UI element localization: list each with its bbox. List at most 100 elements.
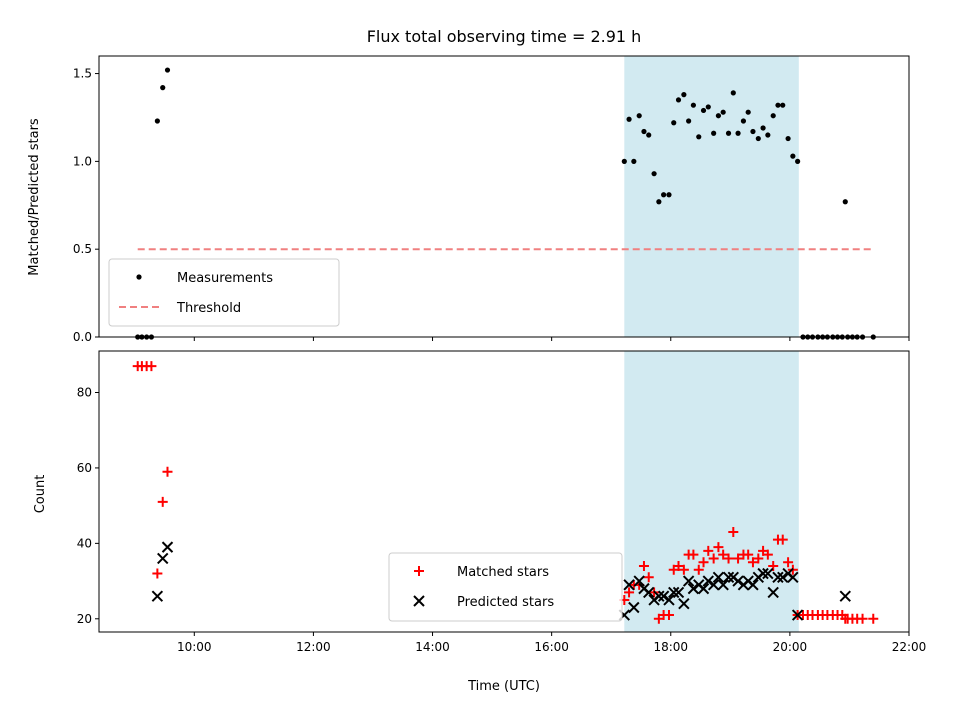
- x-tick-label: 18:00: [653, 640, 688, 654]
- legend-box: [388, 552, 623, 622]
- top-ylabel: Matched/Predicted stars: [27, 118, 42, 276]
- predicted-star-point: [787, 571, 799, 584]
- bottom-xlabel: Time (UTC): [467, 679, 540, 694]
- measurement-point: [651, 171, 657, 177]
- matched-star-point: [762, 549, 773, 560]
- y-tick-label: 0.0: [73, 330, 92, 344]
- measurement-point: [641, 128, 647, 135]
- top-panel-ratio: Matched/Predicted stars 0.0 0.5 1.0 1.5 Meas…: [27, 55, 910, 344]
- measurement-point: [661, 192, 667, 198]
- matched-star-point: [157, 496, 168, 507]
- measurement-point: [696, 134, 702, 140]
- y-tick-label: 40: [77, 536, 92, 550]
- matched-star-point: [703, 545, 714, 556]
- matched-star-point: [743, 549, 754, 560]
- x-tick-label: 10:00: [177, 640, 212, 654]
- predicted-star-point: [717, 579, 729, 591]
- legend-label: Threshold: [176, 301, 241, 316]
- measurement-point: [725, 130, 732, 136]
- measurement-point: [760, 125, 766, 131]
- measurement-point: [765, 132, 771, 138]
- matched-star-point: [152, 568, 163, 579]
- y-tick-label: 0.5: [73, 242, 92, 256]
- matched-star-point: [723, 553, 734, 564]
- measurement-point: [700, 107, 707, 114]
- observing-interval-shade: [624, 56, 799, 337]
- measurement-point: [715, 113, 722, 119]
- measurement-point: [656, 199, 662, 205]
- y-tick-label: 1.5: [73, 67, 92, 81]
- predicted-star-point: [777, 571, 789, 584]
- matched-star-point: [663, 610, 674, 621]
- predicted-star-point: [791, 609, 804, 621]
- matched-star-point: [698, 557, 709, 568]
- matched-star-point: [708, 553, 719, 564]
- measurement-point: [740, 118, 747, 124]
- measurement-point: [160, 85, 166, 91]
- y-tick-label: 60: [77, 461, 92, 475]
- measurement-point: [770, 113, 776, 119]
- measurement-point: [164, 67, 171, 73]
- measurement-point: [675, 97, 682, 103]
- predicted-star-point: [653, 590, 665, 602]
- measurement-point: [775, 102, 781, 108]
- measurement-point: [745, 109, 751, 115]
- matched-star-point: [678, 564, 689, 575]
- matched-star-point: [713, 542, 724, 553]
- measurement-point: [842, 199, 848, 205]
- matched-star-point: [733, 553, 744, 564]
- matched-star-point: [688, 549, 699, 560]
- matched-star-point: [857, 613, 868, 624]
- measurement-point: [785, 135, 791, 142]
- predicted-star-point: [767, 586, 779, 599]
- x-tick-label: 20:00: [773, 640, 808, 654]
- matched-star-point: [643, 572, 654, 583]
- measurement-point: [755, 135, 761, 142]
- measurement-point: [780, 102, 786, 108]
- x-tick-label: 16:00: [534, 640, 569, 654]
- measurement-point: [671, 120, 677, 126]
- predicted-star-point: [682, 575, 695, 587]
- x-tick-label: 14:00: [415, 640, 450, 654]
- predicted-star-point: [161, 541, 174, 553]
- measurement-point: [730, 90, 736, 96]
- predicted-star-point: [762, 567, 774, 580]
- predicted-star-point: [732, 575, 744, 587]
- predicted-star-point: [663, 594, 675, 606]
- axes-frame: [98, 55, 910, 338]
- legend-label: Measurements: [177, 271, 273, 286]
- measurement-point: [690, 102, 696, 108]
- matched-star-point: [162, 466, 173, 477]
- predicted-star-point: [707, 579, 720, 591]
- x-tick-label: 22:00: [892, 640, 927, 654]
- matched-star-point: [693, 564, 704, 575]
- matched-star-point: [753, 553, 764, 564]
- y-tick-label: 1.0: [73, 154, 92, 168]
- legend-label: Matched stars: [457, 565, 549, 580]
- measurement-point: [636, 113, 642, 119]
- predicted-star-point: [668, 586, 680, 599]
- measurement-point: [686, 118, 692, 124]
- measurement-point: [790, 153, 796, 159]
- predicted-star-point: [151, 590, 164, 602]
- legend-predicted-marker: [413, 595, 425, 607]
- predicted-star-point: [157, 552, 169, 565]
- predicted-star-point: [657, 590, 670, 602]
- matched-star-point: [146, 361, 157, 372]
- predicted-star-point: [722, 571, 735, 584]
- matched-star-point: [728, 527, 739, 538]
- measurement-point: [631, 158, 637, 164]
- predicted-star-point: [623, 579, 635, 591]
- chart-title: Flux total observing time = 2.91 h: [367, 27, 642, 46]
- matched-star-point: [777, 534, 788, 545]
- legend-measurement-marker: [136, 274, 142, 280]
- y-tick-label: 20: [77, 612, 92, 626]
- matched-star-point: [747, 557, 758, 568]
- predicted-star-point: [697, 582, 710, 595]
- legend-box: [108, 258, 340, 327]
- measurement-point: [735, 130, 741, 136]
- bottom-panel-counts: Count Time (UTC) 20 40 60 80 10:00 12:00 14:00…: [33, 350, 927, 694]
- predicted-star-point: [757, 567, 769, 580]
- measurement-point: [795, 158, 801, 164]
- predicted-star-point: [672, 586, 685, 599]
